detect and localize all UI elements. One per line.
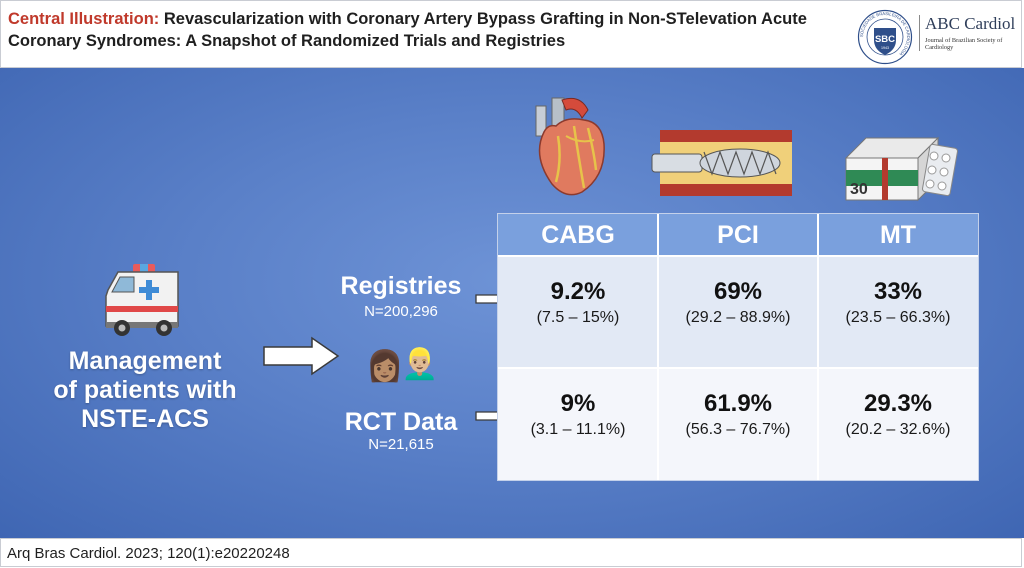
- rct-pci-pct: 61.9%: [703, 390, 773, 417]
- rct-cabg-range: (3.1 – 11.1%): [530, 421, 626, 438]
- registries-mt-cell: 33% (23.5 – 66.3%): [818, 256, 978, 368]
- registries-pci-pct: 69%: [713, 278, 763, 305]
- registries-pci-range: (29.2 – 88.9%): [685, 309, 791, 326]
- svg-text:30: 30: [850, 181, 868, 198]
- registries-n: N=200,296: [364, 303, 438, 320]
- registries-title: Registries: [340, 272, 462, 300]
- management-text: Management of patients with NSTE-ACS: [40, 347, 250, 434]
- title-text: Revascularization with Coronary Artery B…: [8, 10, 807, 50]
- man-patient-icon: 👱🏼‍♂️: [401, 348, 439, 381]
- table-divider: [498, 255, 978, 257]
- registries-pci-cell: 69% (29.2 – 88.9%): [658, 256, 818, 368]
- stent-catheter-icon: [651, 130, 792, 196]
- logo-divider: [919, 15, 920, 51]
- table-divider: [498, 367, 978, 369]
- table-divider: [657, 214, 659, 480]
- registries-cabg-range: (7.5 – 15%): [536, 309, 620, 326]
- rct-pci-cell: 61.9% (56.3 – 76.7%): [658, 368, 818, 480]
- page-title: Central Illustration: Revascularization …: [8, 8, 838, 52]
- header-cabg: CABG: [498, 214, 658, 256]
- management-line-1: Management: [68, 347, 222, 375]
- rct-mt-range: (20.2 – 32.6%): [845, 421, 951, 438]
- footer-bar: Arq Bras Cardiol. 2023; 120(1):e20220248: [0, 538, 1022, 567]
- table-divider: [817, 214, 819, 480]
- brand-name: ABC Cardiol: [925, 14, 1016, 33]
- header-bar: Central Illustration: Revascularization …: [0, 0, 1022, 68]
- registries-mt-pct: 33%: [873, 278, 923, 305]
- rct-cabg-cell: 9% (3.1 – 11.1%): [498, 368, 658, 480]
- rct-pci-range: (56.3 – 76.7%): [685, 421, 791, 438]
- registries-mt-range: (23.5 – 66.3%): [845, 309, 951, 326]
- logo-year: 1943: [881, 46, 889, 50]
- woman-patient-icon: 👩🏽: [366, 350, 404, 383]
- medication-box-icon: 30: [844, 136, 958, 202]
- title-lead: Central Illustration:: [8, 10, 160, 28]
- registries-cabg-pct: 9.2%: [550, 278, 606, 305]
- header-mt: MT: [818, 214, 978, 256]
- citation: Arq Bras Cardiol. 2023; 120(1):e20220248: [7, 545, 290, 562]
- sbc-logo: SOCIEDADE BRASILEIRA DE CARDIOLOGIA SBC …: [857, 9, 913, 65]
- rct-title: RCT Data: [344, 408, 458, 436]
- rct-cabg-pct: 9%: [560, 390, 596, 417]
- rct-mt-cell: 29.3% (20.2 – 32.6%): [818, 368, 978, 480]
- registries-cabg-cell: 9.2% (7.5 – 15%): [498, 256, 658, 368]
- management-line-2: of patients with: [53, 376, 237, 404]
- big-arrow-icon: [263, 336, 340, 376]
- management-line-3: NSTE-ACS: [81, 405, 209, 433]
- logo-abbrev: SBC: [875, 34, 895, 45]
- results-table: CABG PCI MT 9.2% (7.5 – 15%) 69% (29.2 –…: [497, 213, 979, 481]
- rct-n: N=21,615: [368, 436, 434, 453]
- brand-subtitle: Journal of Brazilian Society of Cardiolo…: [925, 37, 1003, 51]
- heart-bypass-icon: [535, 97, 605, 196]
- ambulance-icon: [105, 264, 179, 336]
- header-pci: PCI: [658, 214, 818, 256]
- rct-mt-pct: 29.3%: [863, 390, 933, 417]
